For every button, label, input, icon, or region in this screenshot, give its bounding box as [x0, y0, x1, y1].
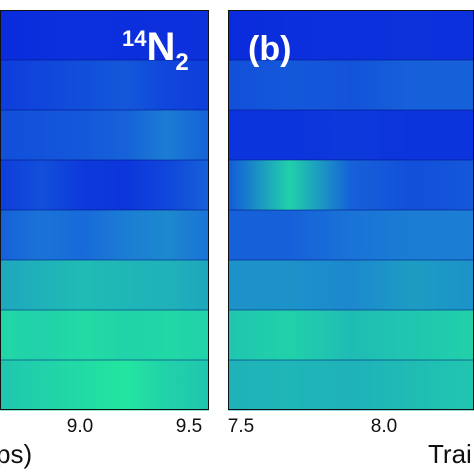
heatmap-band-seam	[0, 259, 209, 261]
heatmap-row-band	[0, 110, 209, 161]
heatmap-row-band	[228, 10, 474, 61]
heatmap-band-seam	[228, 359, 474, 361]
heatmap-row-band	[0, 260, 209, 311]
panel-b-label: (b)	[248, 30, 291, 68]
heatmap-band-seam	[228, 59, 474, 61]
panel-a-heatmap	[0, 10, 209, 411]
heatmap-band-seam	[228, 259, 474, 261]
panel-a-species-label: 14N2	[122, 25, 189, 76]
heatmap-row-band	[0, 60, 209, 111]
heatmap-row-band	[228, 60, 474, 111]
heatmap-band-seam	[0, 209, 209, 211]
heatmap-row-band	[0, 10, 209, 61]
heatmap-band-seam	[0, 159, 209, 161]
heatmap-band-seam	[228, 159, 474, 161]
heatmap-row-band	[228, 360, 474, 411]
panel-b-tick-label: 7.5	[228, 416, 254, 437]
species-subscript: 2	[175, 49, 188, 76]
heatmap-row-band	[228, 310, 474, 361]
heatmap-row-band	[0, 160, 209, 211]
heatmap-row-band	[0, 210, 209, 261]
heatmap-band-seam	[228, 309, 474, 311]
panel-a-tick-label: 9.5	[176, 416, 202, 437]
heatmap-band-seam	[228, 109, 474, 111]
panel-a-tick-label: 9.0	[67, 416, 93, 437]
heatmap-band-seam	[0, 359, 209, 361]
panel-a-x-axis-label: ps)	[0, 439, 32, 469]
panel-b-tick-label: 8.0	[371, 416, 397, 437]
heatmap-band-seam	[0, 59, 209, 61]
species-element: N	[146, 25, 175, 69]
heatmap-row-band	[228, 210, 474, 261]
heatmap-band-seam	[228, 209, 474, 211]
species-mass-number: 14	[122, 26, 147, 51]
heatmap-row-band	[0, 360, 209, 411]
panel-b-heatmap	[228, 10, 474, 411]
heatmap-row-band	[0, 310, 209, 361]
heatmap-row-band	[228, 260, 474, 311]
panel-border	[0, 10, 209, 410]
heatmap-band-seam	[0, 309, 209, 311]
heatmap-row-band	[228, 110, 474, 161]
heatmap-row-band	[228, 160, 474, 211]
heatmap-band-seam	[0, 109, 209, 111]
panel-b-x-axis-label: Trai	[428, 439, 472, 469]
